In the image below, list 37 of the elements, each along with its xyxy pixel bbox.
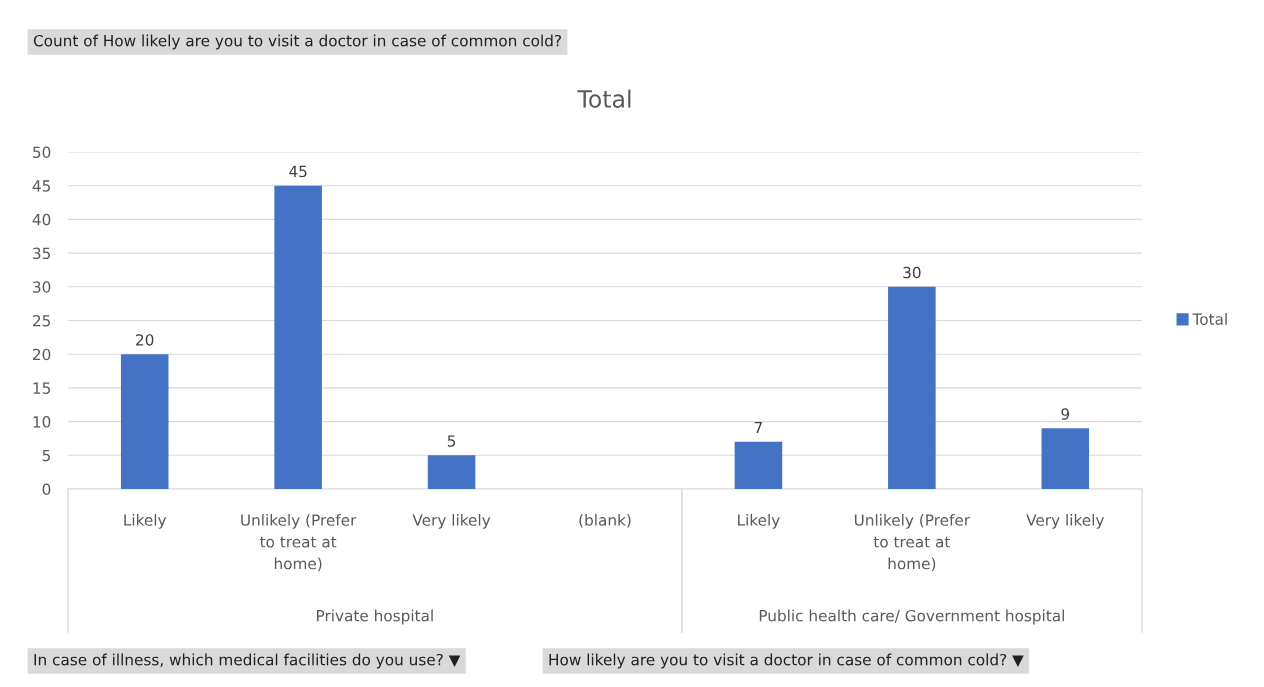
bar xyxy=(1041,428,1090,489)
y-tick-label: 35 xyxy=(33,247,50,260)
text: Private hospital xyxy=(317,609,433,625)
x-tick-label: Unlikely (Prefer to treat at home) xyxy=(854,514,971,572)
bar xyxy=(274,185,322,489)
text: In case of illness, which medical facilities do you use? ▼ xyxy=(34,653,461,669)
y-tick-label: 40 xyxy=(32,213,51,226)
y-tick-label: 5 xyxy=(42,449,50,462)
data-label: 45 xyxy=(289,165,307,178)
y-tick-label: 25 xyxy=(33,314,50,327)
x-tick-label: Unlikely (Prefer to treat at home) xyxy=(241,514,357,572)
y-tick-label: 50 xyxy=(33,146,51,159)
bar xyxy=(427,455,476,489)
x-tick-label: Very likely xyxy=(412,514,491,529)
x-tick-label: (blank) xyxy=(579,514,631,528)
data-label: 5 xyxy=(447,435,456,447)
data-label: 20 xyxy=(136,334,154,346)
x-tick-label: Very likely xyxy=(1026,514,1104,529)
y-tick-label: 30 xyxy=(33,281,51,293)
x-tick-label: Likely xyxy=(738,514,780,529)
y-tick-label: 20 xyxy=(33,348,51,361)
y-tick-label: 10 xyxy=(33,416,51,428)
data-label: 9 xyxy=(1061,408,1070,420)
y-tick-label: 45 xyxy=(32,180,50,192)
y-tick-label: 0 xyxy=(42,483,51,496)
legend-label: Total xyxy=(1192,313,1227,325)
x-tick-label: Likely xyxy=(124,514,167,529)
bar xyxy=(888,286,936,489)
bar xyxy=(734,441,783,489)
data-label: 7 xyxy=(754,421,762,434)
text: Count of How likely are you to visit a doctor in case of common cold? xyxy=(33,34,561,50)
y-tick-label: 15 xyxy=(33,382,50,394)
text: Public health care/ Government hospital xyxy=(759,609,1064,625)
bar xyxy=(120,354,169,489)
text: How likely are you to visit a doctor in case of common cold? ▼ xyxy=(549,653,1024,669)
data-label: 30 xyxy=(903,266,921,279)
chart-title: Total xyxy=(577,89,631,108)
